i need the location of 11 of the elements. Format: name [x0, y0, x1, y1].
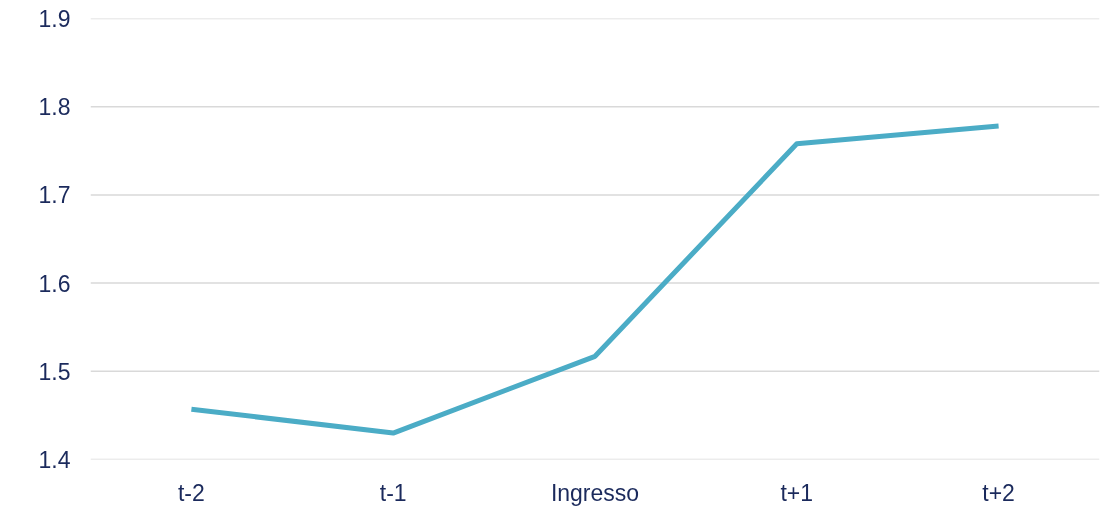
y-tick-label: 1.4 [38, 447, 71, 473]
x-tick-label: t+1 [780, 479, 814, 506]
x-tick-label: t+2 [982, 479, 1015, 506]
y-tick-label: 1.5 [38, 358, 71, 385]
y-tick-label: 1.9 [38, 6, 71, 32]
y-tick-label: 1.8 [38, 94, 71, 121]
x-tick-label: t-2 [177, 479, 205, 506]
x-tick-label: Ingresso [550, 479, 640, 506]
y-tick-label: 1.6 [38, 270, 71, 297]
y-tick-label: 1.7 [38, 182, 71, 209]
x-tick-label: t-1 [379, 479, 407, 506]
